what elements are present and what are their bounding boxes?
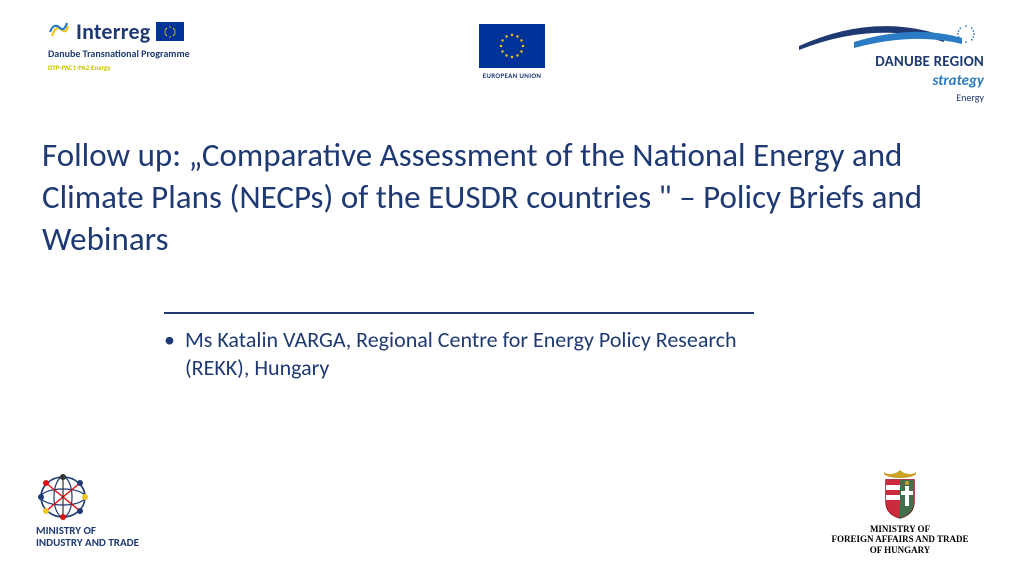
interreg-logo: Interreg Danube Transnational P: [48, 18, 258, 72]
hungary-crest-icon: [880, 468, 920, 520]
slide: Interreg Danube Transnational P: [0, 0, 1024, 576]
top-logo-row: Interreg Danube Transnational P: [0, 18, 1024, 88]
bullet-text: Ms Katalin VARGA, Regional Centre for En…: [185, 326, 764, 381]
danube-swoosh-icon: [794, 18, 984, 52]
bullet-item: • Ms Katalin VARGA, Regional Centre for …: [164, 326, 764, 381]
interreg-tagline: DTP-PAC1-PA2 Energy: [48, 63, 258, 72]
ministry-foreign-affairs-logo: MINISTRY OF FOREIGN AFFAIRS AND TRADE OF…: [810, 468, 990, 556]
bullet-dot-icon: •: [164, 326, 175, 354]
eu-flag-icon: [479, 24, 545, 68]
slide-title: Follow up: „Comparative Assessment of th…: [42, 134, 942, 261]
interreg-subline: Danube Transnational Programme: [48, 47, 258, 60]
ministry-industry-trade-logo: MINISTRY OF INDUSTRY AND TRADE: [36, 473, 206, 550]
danube-line1: DANUBE REGION: [875, 53, 984, 71]
mfa-line3: OF HUNGARY: [810, 545, 990, 556]
danube-strategy-logo: DANUBE REGION strategy Energy: [784, 18, 984, 104]
eu-flag-small-icon: [156, 22, 184, 41]
eu-caption: EUROPEAN UNION: [479, 71, 545, 80]
divider-line: [164, 312, 754, 314]
eu-logo: EUROPEAN UNION: [479, 24, 545, 80]
danube-line2: strategy: [932, 72, 984, 90]
interreg-squiggle-icon: [48, 18, 70, 45]
body-block: • Ms Katalin VARGA, Regional Centre for …: [164, 312, 764, 381]
globe-network-icon: [36, 473, 90, 521]
mfa-line1: MINISTRY OF: [810, 524, 990, 535]
mfa-line2: FOREIGN AFFAIRS AND TRADE: [810, 534, 990, 545]
interreg-wordmark: Interreg: [76, 18, 150, 45]
danube-line3: Energy: [784, 91, 984, 104]
mit-line2: INDUSTRY AND TRADE: [36, 537, 206, 550]
